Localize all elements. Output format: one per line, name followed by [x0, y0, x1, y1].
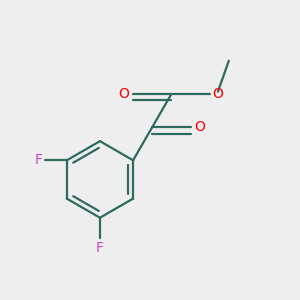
Text: F: F — [96, 241, 104, 255]
Text: F: F — [34, 153, 42, 167]
Text: O: O — [119, 87, 130, 101]
Text: O: O — [194, 120, 205, 134]
Text: O: O — [212, 87, 223, 101]
